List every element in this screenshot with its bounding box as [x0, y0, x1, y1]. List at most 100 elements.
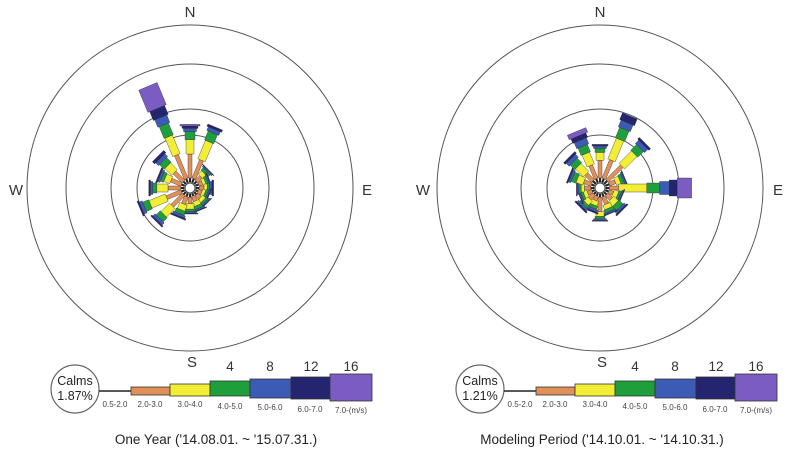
legend-swatch-4 [249, 378, 292, 399]
legend-range-1: 2.0-3.0 [138, 400, 163, 409]
petal-n-speed-4 [183, 128, 197, 132]
legend-swatch-5 [290, 376, 331, 400]
legend-swatch-3 [209, 380, 251, 397]
petal-n-speed-3 [184, 131, 196, 140]
legend-ring-pct-2: 12 [708, 359, 723, 374]
petal-e-speed-5 [211, 179, 214, 197]
petal-nnw-speed-6 [138, 82, 167, 113]
petal-n-speed-0 [189, 177, 192, 183]
petal-nne-speed-5 [619, 112, 638, 126]
calms-label: Calms [57, 374, 92, 388]
direction-label-e: E [773, 182, 783, 199]
petal-n-speed-6 [179, 124, 201, 127]
petal-s-speed-3 [594, 216, 606, 220]
legend-range-0: 0.5-2.0 [103, 400, 128, 409]
direction-label-w: W [416, 182, 431, 199]
petal-nnw-speed-2 [164, 134, 181, 157]
legend-ring-pct-1: 8 [266, 359, 274, 374]
calms-value: 1.87% [57, 389, 92, 403]
petal-s-speed-0 [598, 193, 602, 198]
petal-n-speed-5 [591, 144, 609, 147]
petal-w-speed-2 [581, 183, 585, 193]
direction-label-s: S [597, 354, 607, 371]
direction-label-s: S [187, 354, 197, 371]
petal-wsw-speed-5 [136, 200, 145, 217]
chart-caption: Modeling Period ('14.10.01. ~ '14.10.31.… [480, 432, 723, 447]
petal-wsw-speed-2 [148, 193, 169, 209]
legend-ring-pct-2: 12 [303, 359, 318, 374]
ring-12pct [475, 63, 725, 313]
petal-nnw-speed-0 [185, 178, 189, 184]
legend-ring-pct-0: 4 [631, 359, 639, 374]
petal-w-speed-1 [167, 185, 182, 191]
petal-nne-speed-5 [206, 123, 223, 133]
petal-w-speed-3 [152, 182, 158, 194]
legend-ring-pct-3: 16 [748, 359, 763, 374]
petal-ne-speed-5 [637, 137, 651, 151]
petal-s-speed-4 [593, 218, 607, 221]
petal-s-speed-1 [597, 196, 603, 212]
legend-range-4: 5.0-6.0 [258, 403, 283, 412]
petal-e-speed-6 [677, 177, 692, 199]
legend-swatch-2 [574, 383, 616, 397]
petal-s-speed-2 [185, 203, 195, 210]
petal-w-speed-1 [584, 185, 591, 191]
direction-label-n: N [185, 4, 196, 21]
petal-nw-speed-5 [152, 150, 167, 165]
petal-nne-speed-2 [197, 140, 214, 163]
petal-s-speed-0 [189, 193, 192, 198]
legend-range-5: 6.0-7.0 [703, 405, 728, 414]
legend-swatch-5 [695, 376, 736, 400]
petal-nne-speed-2 [607, 137, 624, 163]
petal-n-speed-2 [185, 139, 195, 155]
petal-nnw-speed-6 [567, 127, 588, 140]
petal-s-speed-1 [187, 196, 193, 204]
legend-ring-pct-0: 4 [226, 359, 234, 374]
petal-sw-speed-5 [150, 214, 164, 228]
legend-range-3: 4.0-5.0 [218, 402, 243, 411]
petal-n-speed-5 [181, 125, 199, 129]
petal-n-speed-3 [594, 148, 606, 153]
legend-range-2: 3.0-4.0 [178, 400, 203, 409]
legend-swatch-4 [654, 378, 697, 399]
petal-n-speed-2 [595, 152, 605, 161]
petal-wnw-speed-5 [155, 167, 164, 184]
legend-swatch-2 [169, 383, 211, 397]
petal-e-speed-4 [659, 181, 670, 195]
petal-sw-speed-5 [574, 200, 588, 214]
petal-nw-speed-5 [563, 151, 577, 165]
wind-rose-modeling-period: N E S W Calms 1.21% 0.5-2.0 2.0-3.0 3.0-… [416, 4, 783, 447]
direction-label-n: N [595, 4, 606, 21]
calm-center-circle [594, 182, 606, 194]
wind-rose-one-year: N E S W Calms 1.87% 0.5-2.0 2.0-3.0 3.0-… [9, 4, 373, 447]
petal-nne-speed-0 [601, 178, 605, 184]
petal-w-speed-0 [590, 187, 595, 190]
calms-value: 1.21% [462, 389, 497, 403]
calm-center-circle [184, 182, 196, 194]
petal-ne-speed-5 [201, 163, 215, 177]
direction-label-w: W [9, 182, 24, 199]
legend-range-6: 7.0-(m/s) [335, 406, 367, 415]
petal-e-speed-0 [195, 187, 200, 190]
ring-8pct [110, 108, 270, 268]
petal-n-speed-4 [593, 145, 607, 149]
direction-label-e: E [362, 182, 372, 199]
legend-range-2: 3.0-4.0 [583, 400, 608, 409]
calms-circle [50, 364, 100, 414]
legend-swatch-3 [614, 380, 656, 397]
legend-swatch-1 [130, 386, 171, 396]
legend-range-5: 6.0-7.0 [298, 405, 323, 414]
petal-n-speed-1 [597, 160, 603, 179]
ring-16pct [26, 24, 354, 352]
petal-e-speed-0 [605, 187, 610, 190]
legend-ring-pct-3: 16 [343, 359, 358, 374]
petal-w-speed-0 [180, 187, 185, 190]
petal-w-speed-5 [148, 179, 151, 197]
legend-range-6: 7.0-(m/s) [740, 406, 772, 415]
legend-swatch-6 [329, 373, 373, 402]
petal-s-speed-3 [184, 208, 196, 212]
legend-range-0: 0.5-2.0 [508, 400, 533, 409]
petal-n-speed-0 [598, 177, 602, 183]
calms-label: Calms [462, 374, 497, 388]
